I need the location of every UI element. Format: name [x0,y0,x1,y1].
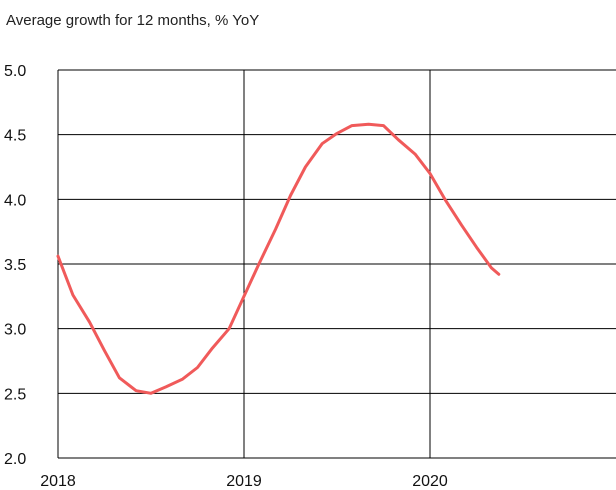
y-tick-label: 4.5 [4,128,26,145]
y-tick-label: 4.0 [4,192,26,209]
grid [57,69,616,459]
y-tick-label: 2.5 [4,386,26,403]
y-tick-label: 5.0 [4,63,26,80]
y-tick-label: 3.0 [4,322,26,339]
series-line-0 [56,122,501,395]
chart-title: Average growth for 12 months, % YoY [6,12,260,29]
x-tick-label: 2020 [412,473,448,490]
y-tick-label: 3.5 [4,257,26,274]
x-tick-label: 2018 [40,473,76,490]
tick-labels: 2.0 2.5 3.0 3.5 4.0 4.5 5.0 2018 2019 2020 [4,63,448,490]
series-layer [56,122,501,395]
x-tick-label: 2019 [226,473,262,490]
y-tick-label: 2.0 [4,451,26,468]
